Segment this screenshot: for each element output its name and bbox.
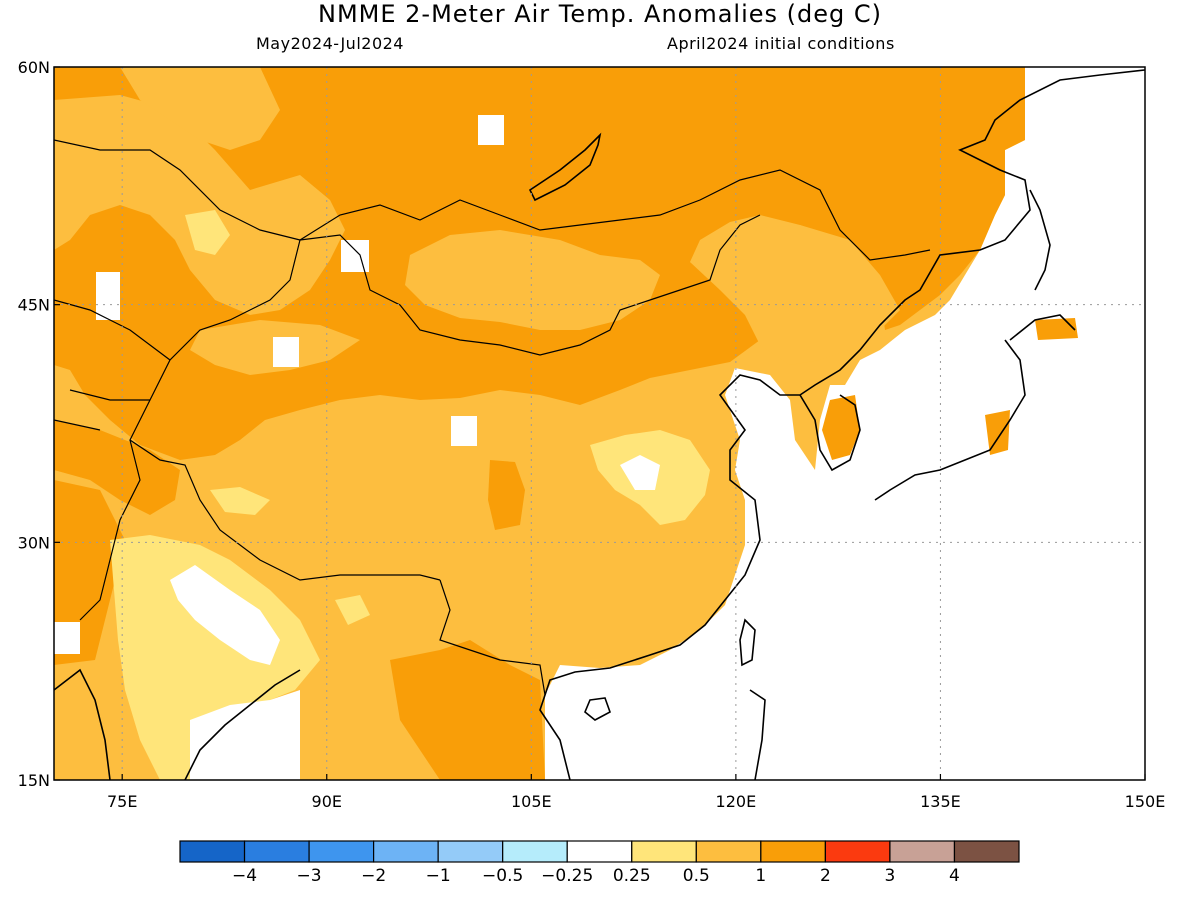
philippines-coastline [749,689,766,780]
map-shading [54,67,1145,780]
baikal-outline [528,132,602,202]
colorbar-swatch [502,840,568,863]
anomaly-region-1-2-korea [822,395,860,460]
lat-tick-label: 30N [18,533,50,552]
indochina-border [439,579,546,696]
map-title: NMME 2-Meter Air Temp. Anomalies (deg C) [317,0,882,28]
lat-tick-label: 45N [18,296,50,315]
anomaly-region-near-zero-cell-6 [54,622,80,654]
anomaly-region-0.25-0.5-kazakh [185,210,230,255]
central-asia-borders [54,299,171,431]
colorbar-swatch [179,840,246,863]
colorbar: −4 −3 −2 −1 −0.5 −0.25 0.25 0.5 1 2 3 4 [179,840,1020,886]
anomaly-region-1-2-tibet-west [54,420,180,515]
colorbar-label: −4 [232,866,257,886]
anomaly-region-near-zero-cell-1 [96,272,120,320]
colorbar-label: 2 [820,866,831,886]
colorbar-swatch [824,840,891,863]
anomaly-region-near-zero-cell-2 [273,337,299,367]
initial-conditions: April2024 initial conditions [667,34,895,53]
colorbar-swatch [566,840,633,863]
lon-tick-label: 150E [1125,792,1166,811]
colorbar-label: −3 [297,866,322,886]
colorbar-swatch [308,840,375,863]
colorbar-swatch [243,840,310,863]
latitude-axis: 60N 45N 30N 15N [18,58,60,790]
colorbar-label: 0.25 [613,866,651,886]
anomaly-region-1-2-pakistan [54,480,125,665]
colorbar-swatch [953,840,1020,863]
kazakh-russia-border [54,139,301,241]
lat-tick-label: 15N [18,771,50,790]
himalaya-border [79,439,141,621]
anomaly-region-0.25-0.5-india [110,535,320,780]
anomaly-region-near-zero-cell-3 [451,416,477,446]
lon-tick-label: 75E [107,792,137,811]
anomaly-region-near-zero-shandong [620,455,660,490]
india-coastline [184,669,301,780]
coastlines [54,69,1145,780]
colorbar-label: −0.25 [541,866,593,886]
colorbar-label: 4 [949,866,960,886]
mongolia-russia-border [299,169,931,261]
anomaly-region-near-zero-central-india [170,565,280,665]
anomaly-region-1-2-japan [985,318,1078,455]
country-borders [54,139,931,696]
anomaly-region-near-zero-cell-5 [478,115,504,145]
map-frame [53,66,1146,781]
colorbar-label: 0.5 [683,866,710,886]
anomaly-region-0.5-1-siberia [120,67,280,150]
japan-coastline [874,314,1076,501]
colorbar-swatch [760,840,826,863]
colorbar-label: −0.5 [482,866,523,886]
anomaly-region-near-zero-cell-4 [341,240,369,272]
lon-tick-label: 135E [920,792,961,811]
china-west-border [129,239,441,581]
anomaly-region-1-2-sichuan [488,460,525,530]
china-mongolia-border [299,214,761,356]
colorbar-swatch [631,840,697,863]
asia-coastline [539,69,1145,780]
colorbar-swatch [889,840,956,863]
korea-coastline [799,394,861,472]
anomaly-region-1-2-west-edge [54,270,78,345]
sakhalin-coastline [1029,189,1051,291]
lat-tick-label: 60N [18,58,50,77]
colorbar-label: 3 [885,866,896,886]
colorbar-label: −2 [361,866,386,886]
colorbar-swatch [695,840,762,863]
hainan-coastline [584,697,611,721]
lon-tick-label: 120E [716,792,757,811]
forecast-period: May2024-Jul2024 [256,34,404,53]
anomaly-region-0.25-0.5-tibet [210,487,270,515]
taiwan-coastline [739,618,756,667]
anomaly-region-0.5-1-east [690,225,900,365]
anomaly-region-near-zero-south-india [190,690,300,780]
longitude-axis: 75E 90E 105E 120E 135E 150E [107,774,1165,811]
lon-tick-label: 105E [511,792,552,811]
anomaly-region-0.25-0.5-myanmar [335,595,370,625]
lon-tick-label: 90E [312,792,342,811]
anomaly-region-1-2-indochina [390,640,545,780]
colorbar-label: 1 [755,866,766,886]
india-west-coastline [54,668,111,780]
colorbar-swatch [373,840,439,863]
colorbar-swatch [437,840,504,863]
colorbar-label: −1 [426,866,451,886]
